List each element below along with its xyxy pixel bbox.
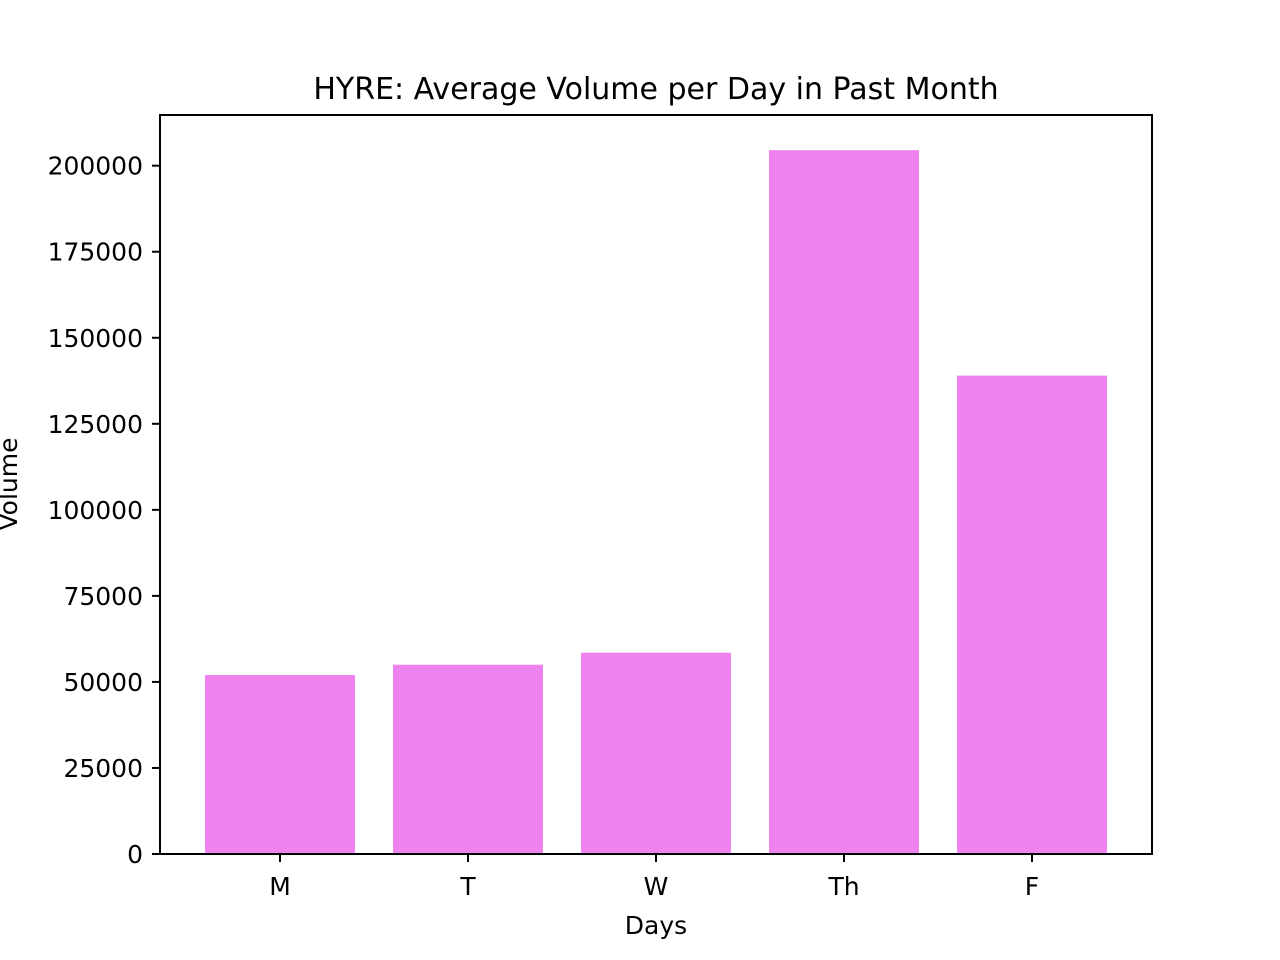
x-axis-ticks: M T W Th F xyxy=(269,854,1039,901)
y-tick-label: 75000 xyxy=(63,582,143,611)
x-tick-label: F xyxy=(1025,872,1039,901)
x-tick-label: W xyxy=(644,872,669,901)
y-tick-label: 150000 xyxy=(48,324,143,353)
bar-m xyxy=(205,675,355,854)
x-tick-label: T xyxy=(459,872,476,901)
bar-t xyxy=(393,664,543,854)
y-tick-label: 200000 xyxy=(48,152,143,181)
y-tick-label: 25000 xyxy=(63,754,143,783)
y-axis-label: Volume xyxy=(0,438,23,531)
x-tick-label: Th xyxy=(827,872,859,901)
bar-w xyxy=(581,652,731,854)
y-tick-label: 175000 xyxy=(48,238,143,267)
y-axis-ticks: 0 25000 50000 75000 100000 125000 150000 175000… xyxy=(48,152,160,869)
plot-frame xyxy=(159,114,1153,855)
y-tick-label: 100000 xyxy=(48,496,143,525)
chart-title: HYRE: Average Volume per Day in Past Mon… xyxy=(313,72,998,107)
y-tick-label: 125000 xyxy=(48,410,143,439)
bars-group xyxy=(205,150,1107,854)
bar-th xyxy=(769,150,919,854)
bar-f xyxy=(957,375,1107,854)
y-tick-label: 50000 xyxy=(63,668,143,697)
x-axis-label: Days xyxy=(625,911,687,940)
y-tick-label: 0 xyxy=(127,840,143,869)
x-tick-label: M xyxy=(269,872,291,901)
